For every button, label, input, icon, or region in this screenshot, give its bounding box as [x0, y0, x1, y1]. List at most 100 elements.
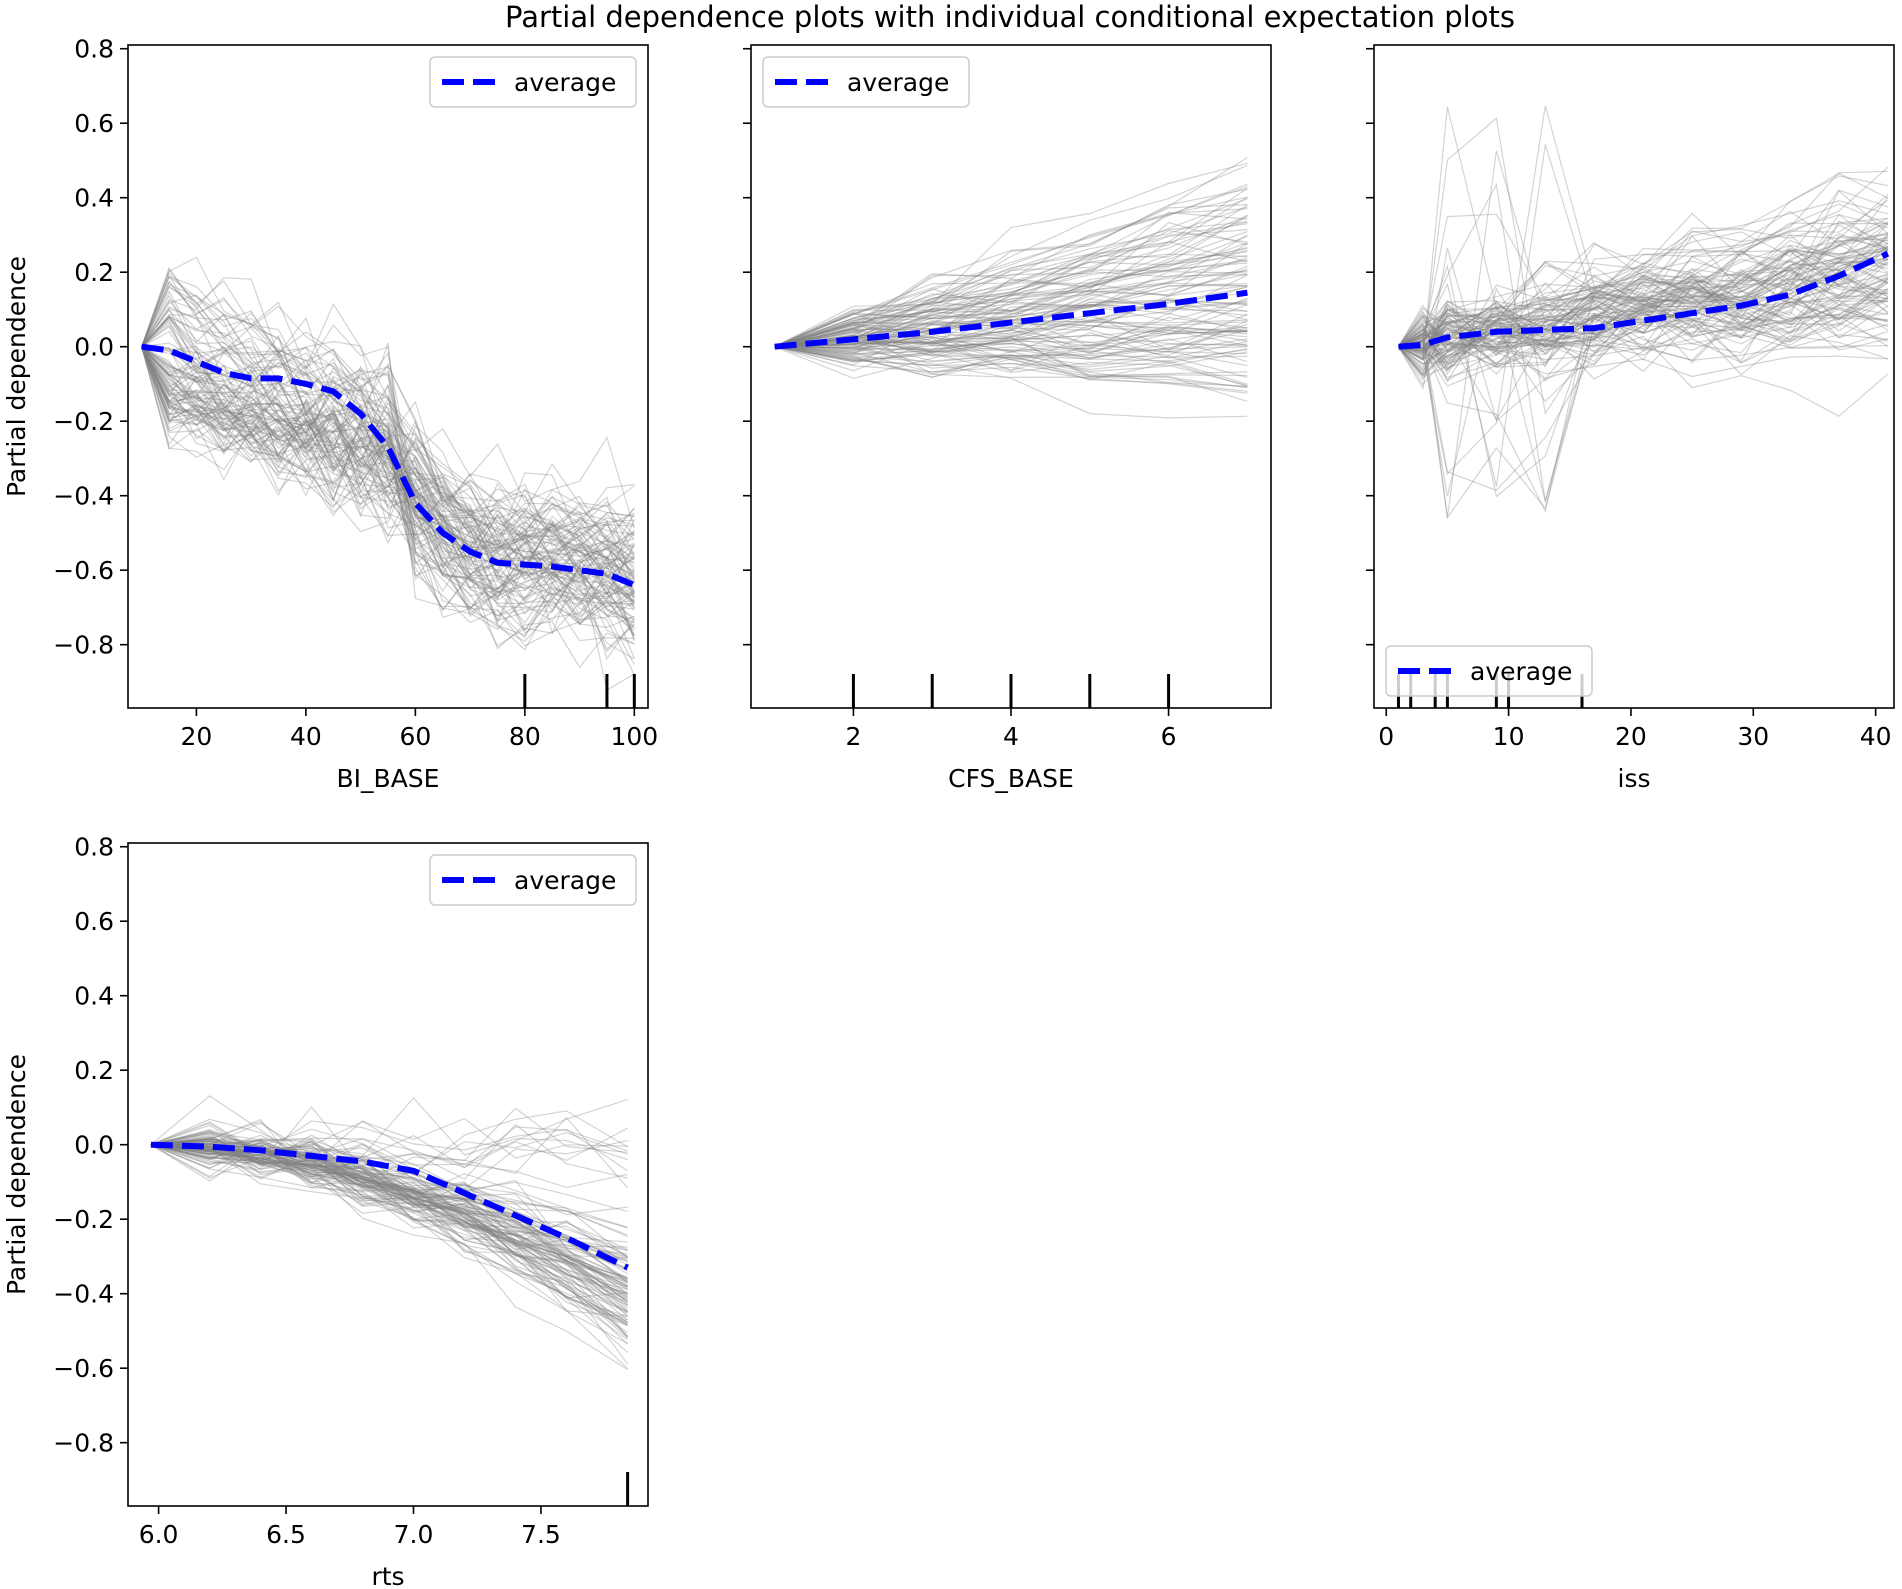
- x-axis-label-bi_base: BI_BASE: [337, 764, 440, 793]
- ice-line: [1397, 307, 1889, 351]
- ice-line: [150, 1140, 628, 1290]
- ice-line: [141, 346, 635, 602]
- ice-line: [1398, 105, 1889, 476]
- ice-line: [141, 346, 635, 555]
- ice-line: [141, 346, 635, 602]
- ice-line: [150, 1137, 628, 1275]
- ice-line: [150, 1141, 628, 1323]
- ice-line: [774, 341, 1248, 364]
- ice-line: [150, 1144, 628, 1284]
- ice-line: [774, 216, 1248, 348]
- y-tick-label: 0.2: [74, 258, 114, 287]
- y-tick-label: −0.6: [53, 556, 114, 585]
- ice-line: [150, 1140, 628, 1282]
- y-tick-label: 0.4: [74, 982, 114, 1011]
- ice-line: [1398, 313, 1888, 365]
- ice-line: [141, 346, 635, 611]
- ice-line: [141, 275, 635, 565]
- ice-line: [774, 253, 1248, 348]
- ice-line: [141, 346, 635, 535]
- ice-line: [150, 1144, 628, 1282]
- ice-line: [774, 229, 1248, 348]
- ice-line: [1398, 170, 1888, 348]
- ice-line: [150, 1122, 628, 1288]
- ice-line: [141, 346, 635, 559]
- ice-line: [1398, 266, 1889, 363]
- axes-frame-bi_base: [127, 44, 649, 709]
- ice-line: [150, 1138, 628, 1189]
- x-axis-label-rts: rts: [371, 1562, 404, 1589]
- ice-line: [141, 346, 635, 552]
- ice-line: [150, 1144, 628, 1323]
- ice-line: [141, 346, 635, 561]
- x-tick-label: 6.0: [139, 1520, 179, 1549]
- ice-line: [774, 162, 1248, 348]
- ice-line: [1398, 280, 1889, 372]
- ice-line: [150, 1144, 628, 1298]
- ice-line: [774, 341, 1248, 367]
- ice-line: [774, 298, 1248, 366]
- ice-line: [141, 346, 635, 549]
- ice-line: [1398, 220, 1889, 365]
- ice-line: [774, 331, 1248, 371]
- ice-line: [141, 321, 635, 577]
- ice-line: [141, 325, 635, 632]
- ice-line: [141, 256, 635, 605]
- ice-line: [774, 242, 1248, 348]
- ice-line: [1398, 200, 1889, 348]
- ice-line: [774, 346, 1248, 386]
- ice-line: [150, 1144, 628, 1334]
- ice-line: [1398, 248, 1889, 382]
- ice-line: [774, 204, 1248, 348]
- x-tick-label: 2: [845, 722, 861, 751]
- ice-line: [141, 345, 635, 598]
- ice-line: [141, 316, 635, 676]
- ice-line: [150, 1137, 628, 1259]
- ice-line: [1398, 284, 1888, 375]
- ice-line: [1398, 222, 1888, 421]
- ice-line: [1398, 297, 1889, 380]
- ice-line: [774, 196, 1248, 348]
- ice-line: [150, 1117, 628, 1159]
- ice-line: [1398, 284, 1889, 370]
- ice-line: [150, 1144, 628, 1313]
- ice-line: [1398, 144, 1889, 487]
- ice-line: [774, 234, 1248, 348]
- ice-line: [150, 1140, 628, 1298]
- y-tick-label: −0.2: [53, 1205, 114, 1234]
- ice-line: [774, 285, 1248, 348]
- ice-line: [1398, 249, 1889, 359]
- ice-line: [774, 335, 1248, 385]
- ice-line: [1398, 172, 1889, 372]
- ice-line: [141, 284, 635, 559]
- ice-line: [150, 1136, 628, 1263]
- x-tick-label: 6: [1161, 722, 1177, 751]
- ice-line: [1398, 224, 1889, 351]
- ice-line: [150, 1138, 628, 1283]
- ice-line: [774, 248, 1248, 348]
- ice-line: [150, 1144, 628, 1288]
- ice-line: [774, 329, 1248, 350]
- ice-line: [141, 346, 635, 594]
- ice-line: [141, 346, 635, 601]
- ice-line: [1398, 239, 1889, 359]
- ice-line: [150, 1144, 628, 1296]
- ice-line: [141, 346, 635, 554]
- ice-line: [141, 342, 635, 581]
- ice-line: [150, 1144, 628, 1317]
- ice-line: [774, 157, 1248, 348]
- ice-line: [150, 1130, 628, 1313]
- ice-line: [141, 346, 635, 558]
- ice-line: [150, 1144, 629, 1338]
- ice-line: [141, 346, 635, 605]
- ice-line: [141, 290, 635, 661]
- ice-line: [774, 325, 1248, 353]
- ice-line: [774, 255, 1248, 348]
- ice-line: [1398, 106, 1889, 504]
- ice-line: [141, 271, 635, 526]
- ice-line: [141, 346, 635, 560]
- ice-line: [141, 346, 635, 594]
- ice-line: [141, 319, 635, 612]
- ice-line: [774, 323, 1248, 351]
- ice-line: [150, 1144, 628, 1307]
